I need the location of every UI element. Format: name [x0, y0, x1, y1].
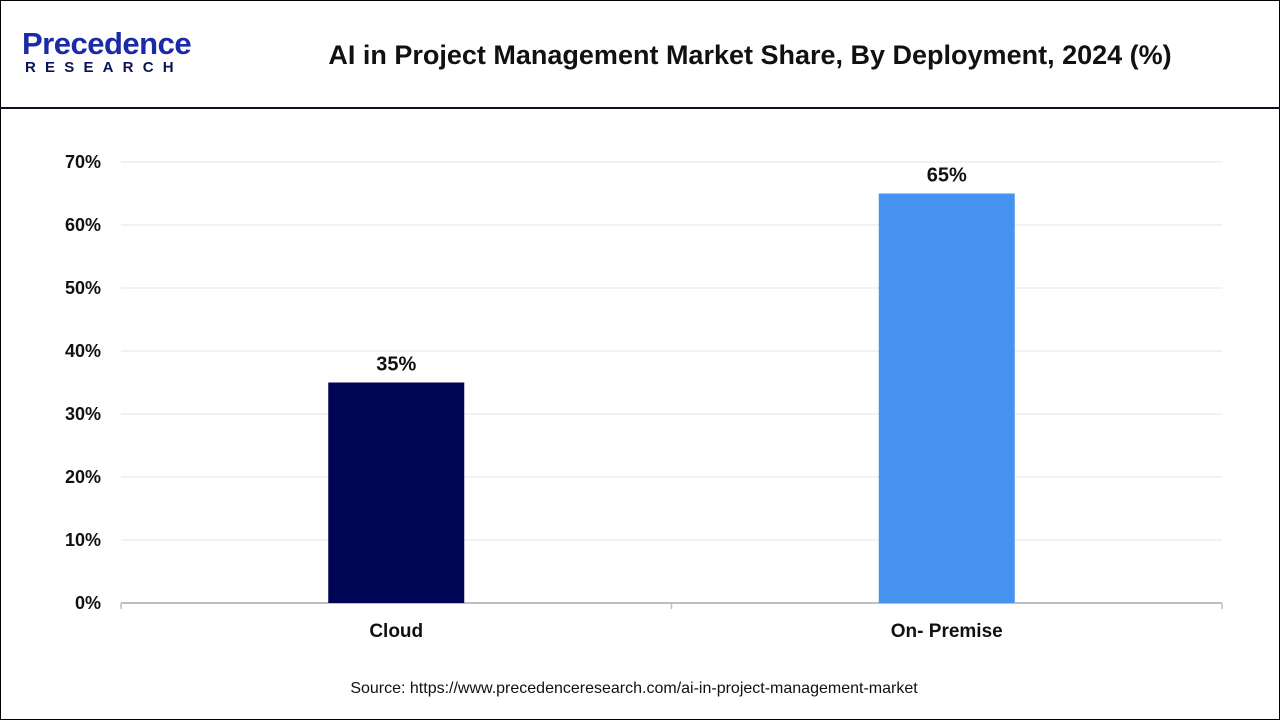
- y-tick-label: 0%: [75, 593, 101, 613]
- y-tick-label: 30%: [65, 404, 101, 424]
- y-tick-label: 10%: [65, 530, 101, 550]
- header: Precedence RESEARCH AI in Project Manage…: [0, 0, 1280, 109]
- x-tick-label: Cloud: [369, 621, 423, 642]
- chart-title: AI in Project Management Market Share, B…: [328, 40, 1172, 70]
- bar-cloud: [328, 382, 465, 603]
- bar-on-premise: [878, 193, 1015, 603]
- source-text: Source: https://www.precedenceresearch.c…: [350, 680, 918, 697]
- data-label: 35%: [376, 354, 416, 376]
- y-tick-label: 20%: [65, 467, 101, 487]
- x-tick-label: On- Premise: [891, 621, 1003, 642]
- logo-subtext: RESEARCH: [25, 59, 183, 76]
- y-tick-label: 60%: [65, 215, 101, 235]
- precedence-research-logo: Precedence RESEARCH: [22, 26, 192, 76]
- logo-text: Precedence: [22, 26, 192, 61]
- y-tick-label: 50%: [65, 278, 101, 298]
- y-tick-label: 40%: [65, 341, 101, 361]
- data-label: 65%: [927, 165, 967, 187]
- y-tick-label: 70%: [65, 152, 101, 172]
